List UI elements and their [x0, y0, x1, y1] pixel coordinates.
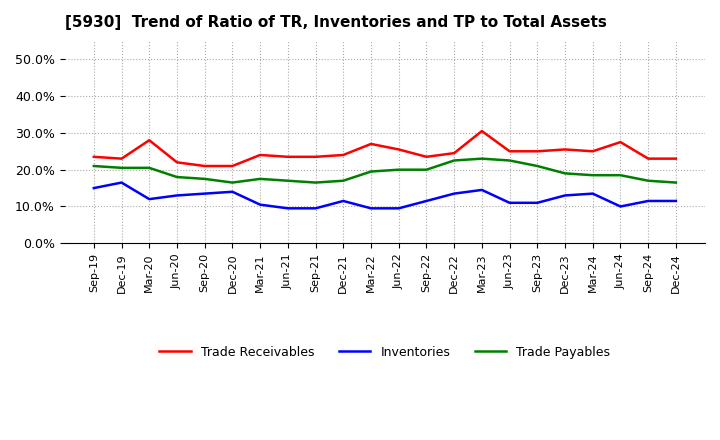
- Inventories: [366, 205, 375, 211]
- Legend: Trade Receivables, Inventories, Trade Payables: Trade Receivables, Inventories, Trade Pa…: [154, 341, 616, 363]
- Trade Payables: [672, 180, 680, 185]
- Inventories: [117, 180, 126, 185]
- Trade Payables: [173, 174, 181, 180]
- Inventories: [588, 191, 597, 196]
- Inventories: [422, 198, 431, 204]
- Trade Receivables: [505, 149, 514, 154]
- Trade Payables: [339, 178, 348, 183]
- Trade Receivables: [284, 154, 292, 159]
- Trade Receivables: [450, 150, 459, 156]
- Inventories: [561, 193, 570, 198]
- Inventories: [505, 200, 514, 205]
- Inventories: [616, 204, 625, 209]
- Trade Receivables: [533, 149, 541, 154]
- Inventories: [339, 198, 348, 204]
- Trade Receivables: [339, 152, 348, 158]
- Trade Payables: [200, 176, 209, 182]
- Inventories: [173, 193, 181, 198]
- Trade Payables: [644, 178, 652, 183]
- Inventories: [145, 197, 153, 202]
- Trade Receivables: [588, 149, 597, 154]
- Inventories: [672, 198, 680, 204]
- Trade Payables: [117, 165, 126, 170]
- Trade Receivables: [561, 147, 570, 152]
- Trade Receivables: [616, 139, 625, 145]
- Trade Receivables: [366, 141, 375, 147]
- Inventories: [89, 185, 98, 191]
- Inventories: [256, 202, 264, 207]
- Line: Inventories: Inventories: [94, 183, 676, 208]
- Trade Receivables: [145, 138, 153, 143]
- Inventories: [311, 205, 320, 211]
- Inventories: [644, 198, 652, 204]
- Trade Payables: [505, 158, 514, 163]
- Trade Receivables: [200, 163, 209, 169]
- Trade Payables: [561, 171, 570, 176]
- Inventories: [228, 189, 237, 194]
- Trade Receivables: [672, 156, 680, 161]
- Trade Receivables: [117, 156, 126, 161]
- Trade Payables: [588, 172, 597, 178]
- Trade Payables: [477, 156, 486, 161]
- Trade Payables: [422, 167, 431, 172]
- Line: Trade Receivables: Trade Receivables: [94, 131, 676, 166]
- Trade Receivables: [395, 147, 403, 152]
- Line: Trade Payables: Trade Payables: [94, 159, 676, 183]
- Text: [5930]  Trend of Ratio of TR, Inventories and TP to Total Assets: [5930] Trend of Ratio of TR, Inventories…: [65, 15, 606, 30]
- Trade Payables: [284, 178, 292, 183]
- Trade Payables: [450, 158, 459, 163]
- Trade Receivables: [644, 156, 652, 161]
- Trade Receivables: [89, 154, 98, 159]
- Trade Payables: [616, 172, 625, 178]
- Trade Payables: [228, 180, 237, 185]
- Inventories: [450, 191, 459, 196]
- Trade Payables: [533, 163, 541, 169]
- Inventories: [533, 200, 541, 205]
- Trade Receivables: [173, 160, 181, 165]
- Trade Receivables: [256, 152, 264, 158]
- Trade Payables: [395, 167, 403, 172]
- Trade Receivables: [311, 154, 320, 159]
- Inventories: [395, 205, 403, 211]
- Trade Payables: [366, 169, 375, 174]
- Trade Payables: [311, 180, 320, 185]
- Trade Receivables: [228, 163, 237, 169]
- Inventories: [200, 191, 209, 196]
- Trade Receivables: [477, 128, 486, 134]
- Trade Payables: [256, 176, 264, 182]
- Trade Receivables: [422, 154, 431, 159]
- Trade Payables: [89, 163, 98, 169]
- Inventories: [477, 187, 486, 193]
- Inventories: [284, 205, 292, 211]
- Trade Payables: [145, 165, 153, 170]
